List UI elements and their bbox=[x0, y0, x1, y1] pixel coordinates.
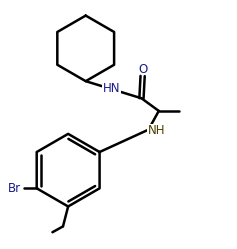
Text: Br: Br bbox=[8, 182, 22, 195]
Text: HN: HN bbox=[102, 82, 120, 95]
Text: O: O bbox=[138, 63, 147, 76]
Text: NH: NH bbox=[148, 124, 165, 137]
